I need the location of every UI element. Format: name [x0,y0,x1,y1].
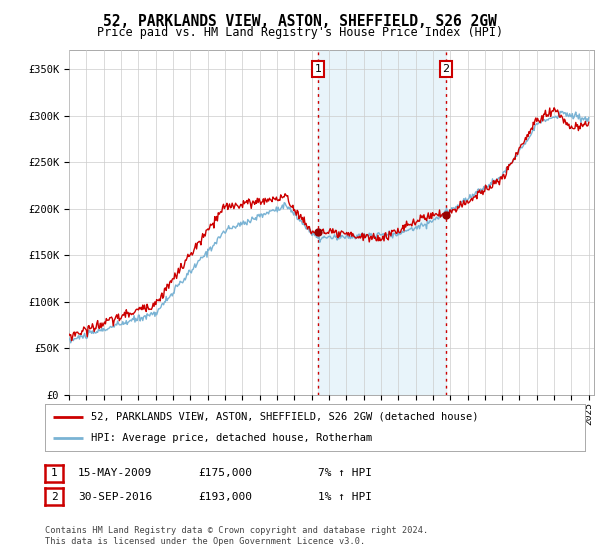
Text: 1: 1 [50,468,58,478]
Text: 30-SEP-2016: 30-SEP-2016 [78,492,152,502]
Text: 1: 1 [314,64,322,74]
Text: £193,000: £193,000 [198,492,252,502]
Text: HPI: Average price, detached house, Rotherham: HPI: Average price, detached house, Roth… [91,433,372,444]
Bar [318,50,446,395]
Text: Price paid vs. HM Land Registry's House Price Index (HPI): Price paid vs. HM Land Registry's House … [97,26,503,39]
Text: £175,000: £175,000 [198,468,252,478]
Text: Contains HM Land Registry data © Crown copyright and database right 2024.
This d: Contains HM Land Registry data © Crown c… [45,526,428,546]
Text: 52, PARKLANDS VIEW, ASTON, SHEFFIELD, S26 2GW: 52, PARKLANDS VIEW, ASTON, SHEFFIELD, S2… [103,14,497,29]
Text: 52, PARKLANDS VIEW, ASTON, SHEFFIELD, S26 2GW (detached house): 52, PARKLANDS VIEW, ASTON, SHEFFIELD, S2… [91,412,478,422]
Text: 15-MAY-2009: 15-MAY-2009 [78,468,152,478]
Text: 1% ↑ HPI: 1% ↑ HPI [318,492,372,502]
Text: 2: 2 [50,492,58,502]
Text: 7% ↑ HPI: 7% ↑ HPI [318,468,372,478]
Text: 2: 2 [442,64,449,74]
